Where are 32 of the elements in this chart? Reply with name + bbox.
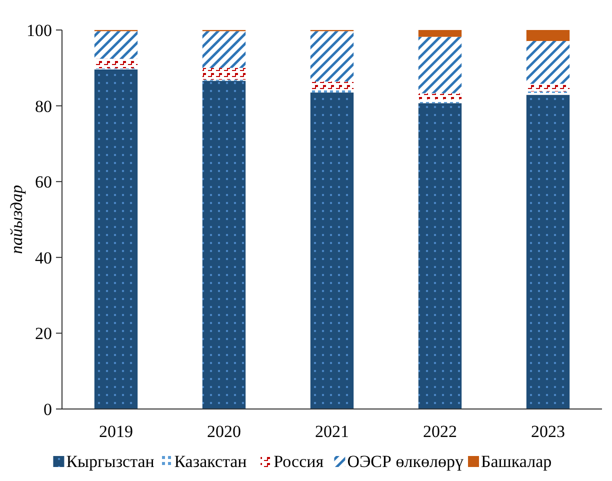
bar: [202, 31, 246, 68]
x-tick-label: 2020: [207, 422, 241, 441]
bar: [526, 94, 570, 409]
bar: [94, 69, 138, 409]
legend-label: Кыргызстан: [66, 452, 154, 471]
bar: [202, 80, 246, 409]
y-tick-label: 20: [35, 324, 52, 344]
bar: [418, 93, 462, 100]
bar: [418, 36, 462, 94]
bar: [310, 31, 354, 82]
bar: [526, 30, 570, 41]
y-tick-label: 80: [35, 96, 52, 116]
legend-label: Казакстан: [174, 452, 247, 471]
x-tick-label: 2021: [315, 422, 349, 441]
y-tick-label: 60: [35, 172, 52, 192]
bar: [418, 30, 462, 37]
y-axis-title: пайыздар: [7, 184, 26, 254]
x-tick-label: 2023: [531, 422, 565, 441]
y-tick-label: 100: [26, 20, 52, 40]
x-tick-label: 2019: [99, 422, 133, 441]
bar: [94, 31, 138, 59]
y-tick-label: 0: [44, 400, 52, 419]
bar: [310, 92, 354, 409]
x-tick-label: 2022: [423, 422, 457, 441]
legend-label: ОЭСР өлкөлөрү: [347, 452, 464, 471]
bar: [526, 40, 570, 84]
bar: [418, 103, 462, 409]
bar: [202, 68, 246, 80]
bar: [526, 91, 570, 95]
legend-label: Башкалар: [481, 452, 552, 471]
y-tick-label: 40: [35, 248, 52, 268]
legend-label: Россия: [274, 452, 324, 471]
